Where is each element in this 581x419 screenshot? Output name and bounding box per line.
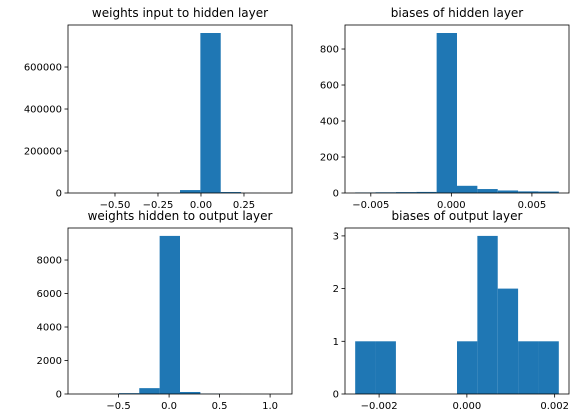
bar xyxy=(497,288,519,394)
bar xyxy=(497,190,519,193)
x-tick-label: −0.50 xyxy=(100,200,131,211)
chart-title: weights input to hidden layer xyxy=(92,6,268,20)
y-tick-label: 2000 xyxy=(37,356,62,367)
chart-title: biases of output layer xyxy=(392,209,523,223)
bar xyxy=(395,192,417,193)
x-tick-label: 0.002 xyxy=(540,401,569,412)
bar xyxy=(355,341,376,394)
x-tick-label: 0.25 xyxy=(233,200,255,211)
y-tick-label: 3 xyxy=(333,231,339,242)
bar xyxy=(436,33,457,193)
bar xyxy=(457,341,478,394)
axes-frame xyxy=(344,24,570,194)
bar xyxy=(538,191,559,193)
bar xyxy=(220,192,242,193)
bar xyxy=(375,341,396,394)
y-tick-label: 0 xyxy=(56,189,62,200)
y-tick-label: 400000 xyxy=(24,105,62,116)
y-tick-label: 200 xyxy=(320,153,339,164)
bar xyxy=(180,190,201,193)
x-tick-label: −0.002 xyxy=(361,401,398,412)
y-tick-label: 800 xyxy=(320,45,339,56)
y-tick-label: 0 xyxy=(333,390,339,401)
x-tick-label: −0.005 xyxy=(352,200,389,211)
bar xyxy=(538,341,559,394)
bar xyxy=(518,341,539,394)
y-tick-label: 2 xyxy=(333,284,339,295)
y-tick-label: 600000 xyxy=(24,63,62,74)
y-tick-label: 600 xyxy=(320,81,339,92)
bar xyxy=(457,185,478,193)
bar xyxy=(416,191,437,193)
bar xyxy=(180,391,201,394)
chart-title: biases of hidden layer xyxy=(391,6,524,20)
y-tick-label: 4000 xyxy=(37,323,62,334)
x-tick-label: 0.000 xyxy=(437,200,466,211)
bar xyxy=(200,33,221,193)
bar xyxy=(118,393,140,394)
axes-frame xyxy=(67,24,293,194)
bar xyxy=(139,388,160,394)
chart-title: weights hidden to output layer xyxy=(88,209,273,223)
bar xyxy=(477,235,498,394)
y-tick-label: 400 xyxy=(320,117,339,128)
x-tick-label: 0.5 xyxy=(212,401,228,412)
axes-frame xyxy=(344,227,570,395)
x-tick-label: 1.0 xyxy=(262,401,278,412)
y-tick-label: 1 xyxy=(333,337,339,348)
y-tick-label: 6000 xyxy=(37,289,62,300)
x-tick-label: −0.25 xyxy=(143,200,174,211)
x-tick-label: 0.00 xyxy=(190,200,212,211)
x-tick-label: 0.000 xyxy=(453,401,482,412)
bar xyxy=(518,191,539,193)
bar xyxy=(477,189,498,193)
axes-frame xyxy=(67,227,293,395)
y-tick-label: 0 xyxy=(56,390,62,401)
y-tick-label: 0 xyxy=(333,189,339,200)
x-tick-label: −0.5 xyxy=(106,401,130,412)
y-tick-label: 8000 xyxy=(37,256,62,267)
bar xyxy=(159,235,180,394)
y-tick-label: 200000 xyxy=(24,147,62,158)
x-tick-label: 0.0 xyxy=(161,401,177,412)
x-tick-label: 0.005 xyxy=(518,200,547,211)
